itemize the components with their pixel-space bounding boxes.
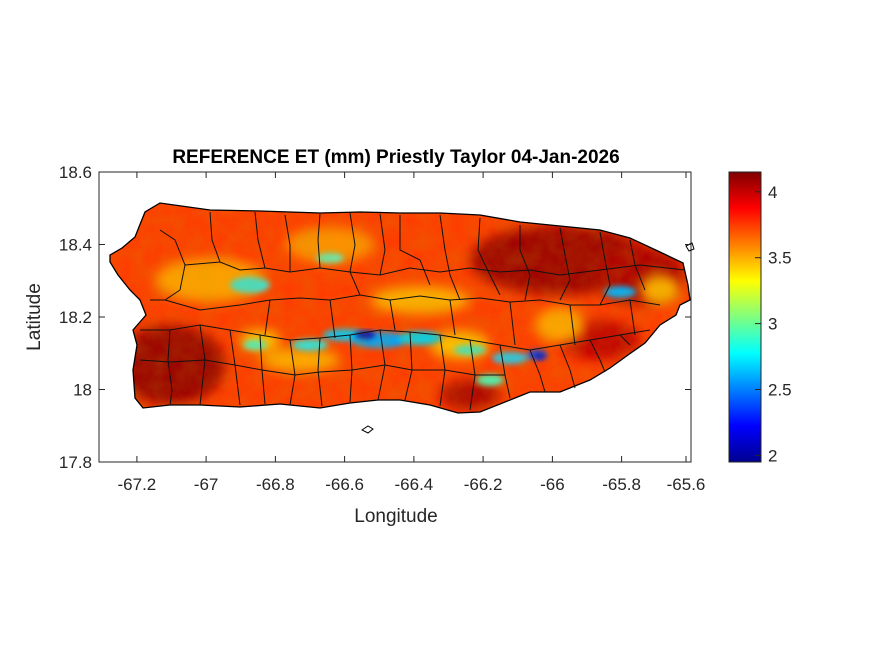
y-tick-2: 18.2 [59,308,691,327]
x-tick-label: -65.6 [667,475,706,494]
x-tick-label: -67.2 [118,475,157,494]
y-tick-label: 18.4 [59,236,92,255]
chart-title: REFERENCE ET (mm) Priestly Taylor 04-Jan… [172,147,619,168]
x-tick-2: -66.8 [256,172,295,494]
colorbar-tick-label: 3.5 [768,249,792,268]
y-tick-4: 17.8 [59,453,691,472]
x-tick-label: -66.4 [395,475,434,494]
y-tick-label: 17.8 [59,453,92,472]
colorbar: 4 3.5 3 2.5 2 [728,171,792,465]
y-tick-label: 18 [73,381,92,400]
colorbar-tick-2: 3 [755,315,777,334]
x-tick-label: -66.6 [325,475,364,494]
x-axis-label: Longitude [354,506,437,527]
y-tick-1: 18.4 [59,236,691,255]
y-tick-0: 18.6 [59,163,691,182]
y-tick-label: 18.6 [59,163,92,182]
islet-caja-de-muertos [361,425,374,434]
x-tick-0: -67.2 [118,172,157,494]
municipality-boundaries [139,211,686,411]
y-tick-3: 18 [73,381,691,400]
x-tick-8: -65.6 [667,172,706,494]
x-tick-7: -65.8 [602,172,641,494]
x-tick-3: -66.6 [325,172,364,494]
x-axis: -67.2 -67 -66.8 -66.6 -66.4 -66.2 -66 -6… [118,172,706,494]
x-tick-label: -66.2 [464,475,503,494]
colorbar-tick-4: 2 [755,446,777,465]
colorbar-tick-label: 2.5 [768,381,792,400]
y-axis-label: Latitude [24,283,45,351]
colorbar-gradient [728,171,762,463]
y-axis: 18.6 18.4 18.2 18 17.8 [59,163,691,472]
island-coastline [109,202,691,414]
y-tick-label: 18.2 [59,308,92,327]
x-tick-5: -66.2 [464,172,503,494]
x-tick-1: -67 [194,172,219,494]
colorbar-tick-label: 4 [768,183,777,202]
x-tick-6: -66 [540,172,565,494]
x-tick-label: -65.8 [602,475,641,494]
colorbar-tick-label: 3 [768,315,777,334]
colorbar-tick-0: 4 [755,183,777,202]
colorbar-tick-1: 3.5 [755,249,792,268]
island-heatmap [109,202,695,434]
colorbar-tick-label: 2 [768,446,777,465]
x-tick-label: -66 [540,475,565,494]
x-tick-label: -67 [194,475,219,494]
x-tick-4: -66.4 [395,172,434,494]
x-tick-label: -66.8 [256,475,295,494]
colorbar-tick-3: 2.5 [755,381,792,400]
